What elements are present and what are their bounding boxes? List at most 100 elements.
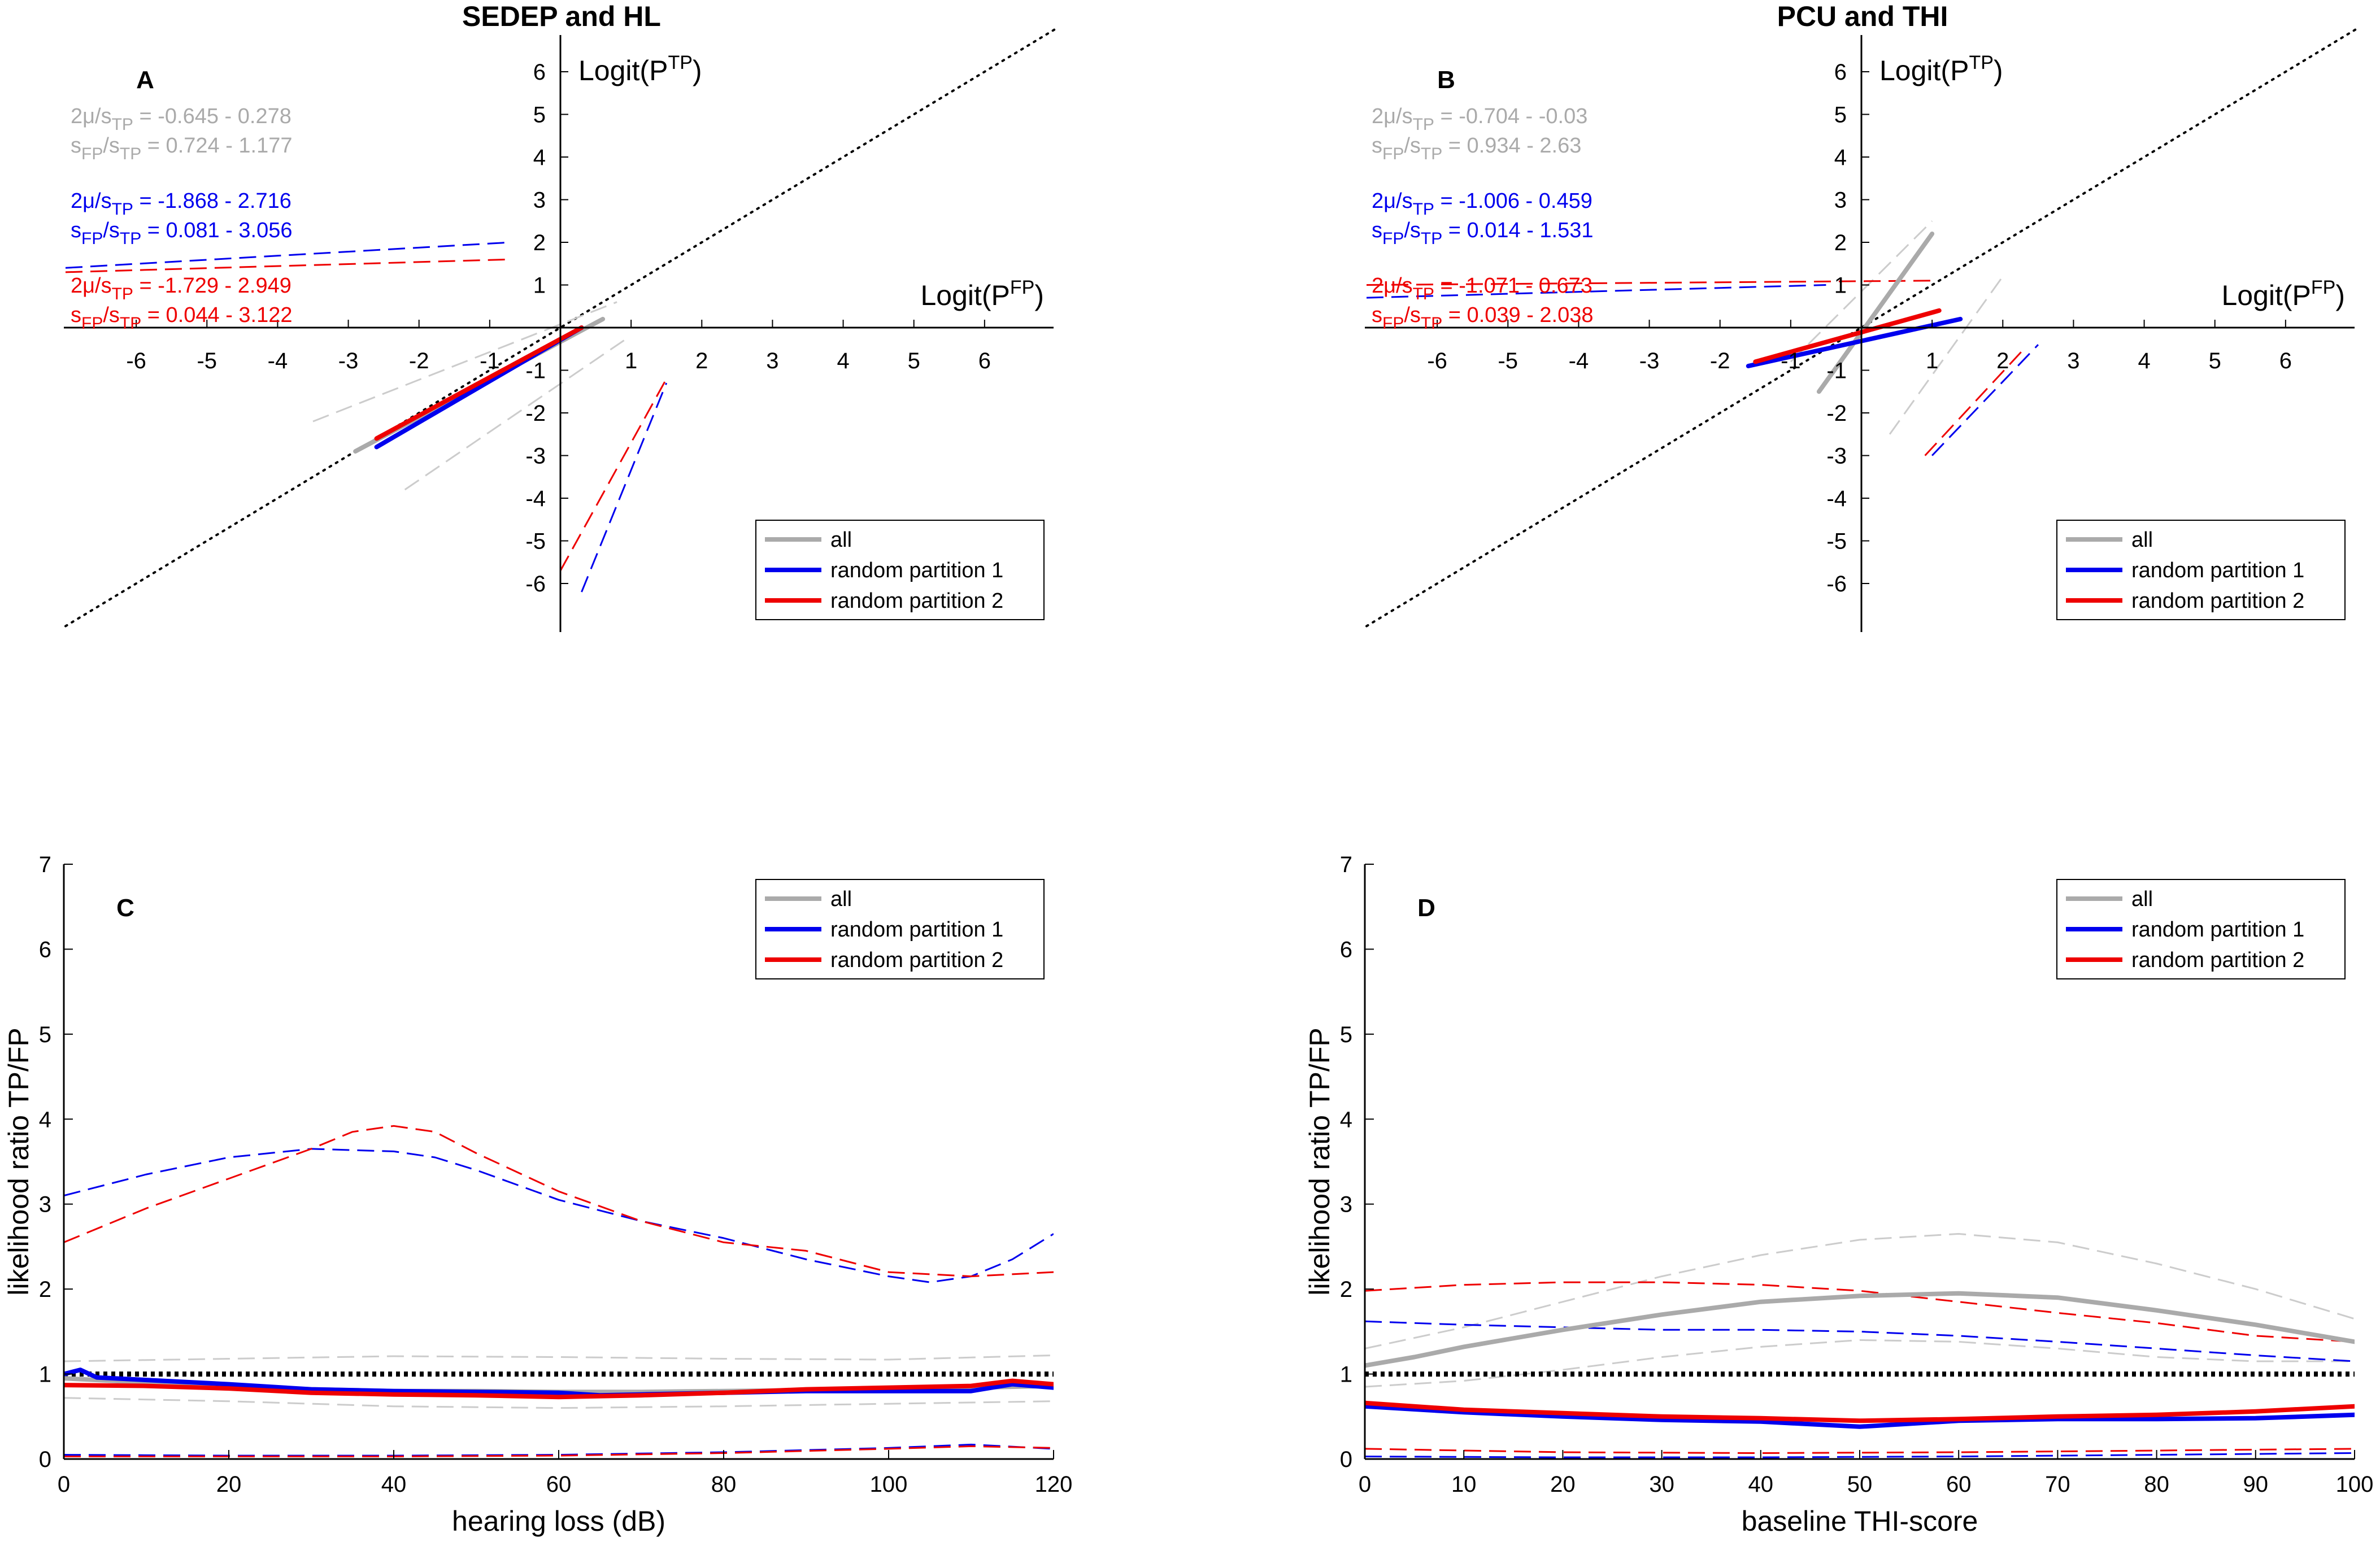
panel-d-series-5 (1365, 1452, 2355, 1458)
panel-c-y-tick-label-5: 5 (39, 1022, 51, 1047)
panel-d-series-1 (1365, 1233, 2355, 1349)
panel-a-y-tick-label-8: 3 (533, 188, 546, 213)
panel-d-x-tick-label-10: 100 (2336, 1472, 2374, 1497)
panel-b-x-tick-label-1: -5 (1498, 349, 1518, 373)
panel-a-x-tick-label-1: -5 (197, 349, 217, 373)
panel-b-y-tick-label-2: -4 (1826, 486, 1847, 511)
panel-d-series-group (1365, 1233, 2355, 1458)
panel-d-series-2 (1365, 1339, 2355, 1388)
panel-c-series-9 (64, 1378, 1054, 1400)
panel-a-series-0 (64, 28, 1056, 628)
panel-d-x-tick-label-7: 70 (2045, 1472, 2070, 1497)
panel-b-legend-label-2: random partition 2 (2131, 589, 2304, 613)
panel-c-x-tick-label-2: 40 (381, 1472, 407, 1497)
panel-d: 0 10 20 30 40 50 60 70 80 90 100 0 1 2 3 4 5 6 7 baseline T… (1304, 852, 2373, 1537)
panel-c-x-tick-label-6: 120 (1035, 1472, 1073, 1497)
panel-b-y-tick-label-3: -3 (1826, 444, 1847, 469)
panel-a-annotation-5: sFP/sTP = 0.044 - 3.122 (71, 303, 293, 333)
panel-b-x-axis-label: Logit(PFP) (2221, 277, 2345, 311)
panel-a-y-tick-label-4: -2 (525, 401, 546, 426)
panel-a-x-tick-label-2: -4 (268, 349, 288, 373)
panel-a-legend-label-2: random partition 2 (830, 589, 1003, 613)
panel-c-legend-label-2: random partition 2 (830, 948, 1003, 972)
panel-b-y-tick-label-1: -5 (1826, 529, 1847, 554)
panel-c-series-1 (64, 1355, 1054, 1362)
panel-c-x-tick-label-1: 20 (216, 1472, 242, 1497)
panel-b: PCU and THI B -6 -5 -4 -3 -2 -1 1 2 3 4 5 6 -6 -5 -4 -3 -2… (1365, 1, 2357, 632)
panel-c-y-tick-label-7: 7 (39, 852, 51, 877)
panel-a-x-tick-label-8: 3 (766, 349, 778, 373)
panel-a-annotation-0: 2μ/sTP = -0.645 - 0.278 (71, 104, 291, 134)
panel-a-annotation-4: 2μ/sTP = -1.729 - 2.949 (71, 274, 291, 303)
panel-c-y-axis-label: likelihood ratio TP/FP (3, 1027, 34, 1295)
panel-a-annotation-3: sFP/sTP = 0.081 - 3.056 (71, 219, 293, 248)
panel-b-y-tick-label-8: 3 (1834, 188, 1847, 213)
panel-d-y-tick-label-4: 4 (1340, 1107, 1352, 1132)
panel-d-y-tick-label-2: 2 (1340, 1277, 1352, 1302)
panel-d-x-tick-label-6: 60 (1946, 1472, 1972, 1497)
panel-c-x-tick-label-5: 100 (870, 1472, 908, 1497)
panel-b-x-tick-label-10: 5 (2209, 349, 2221, 373)
panel-c-x-tick-label-3: 60 (546, 1472, 572, 1497)
panel-b-y-axis-label: Logit(PTP) (1879, 52, 2003, 86)
panel-d-y-tick-label-3: 3 (1340, 1192, 1352, 1217)
panel-b-annotation-2: 2μ/sTP = -1.006 - 0.459 (1372, 189, 1593, 219)
panel-c-series-6 (64, 1445, 1054, 1457)
panel-a-y-axis-label: Logit(PTP) (578, 52, 702, 86)
panel-d-x-tick-label-8: 80 (2144, 1472, 2169, 1497)
panel-c-x-axis-label: hearing loss (dB) (452, 1505, 665, 1537)
panel-b-panel-letter: B (1437, 66, 1455, 94)
panel-d-plot-area (1365, 1233, 2355, 1458)
panel-b-x-tick-label-9: 4 (2138, 349, 2150, 373)
panel-c-y-tick-label-0: 0 (39, 1447, 51, 1472)
panel-c-series-2 (64, 1397, 1054, 1409)
panel-d-series-8 (1365, 1404, 2355, 1429)
panel-b-x-tick-label-5: -1 (1781, 349, 1801, 373)
panel-c-series-8 (64, 1368, 1054, 1398)
panel-c-x-tick-label-4: 80 (711, 1472, 737, 1497)
panel-a-legend-label-0: all (830, 528, 852, 552)
panel-c-legend-label-1: random partition 1 (830, 918, 1003, 942)
panel-b-y-tick-label-0: -6 (1826, 572, 1847, 596)
panel-a-y-tick-label-10: 5 (533, 103, 546, 128)
panel-b-annotation-5: sFP/sTP = 0.039 - 2.038 (1372, 303, 1594, 333)
panel-d-series-3 (1365, 1320, 2355, 1362)
panel-d-legend-label-2: random partition 2 (2131, 948, 2304, 972)
panel-b-title: PCU and THI (1777, 1, 1948, 32)
panel-c-y-tick-label-3: 3 (39, 1192, 51, 1217)
panel-a-title: SEDEP and HL (462, 1, 661, 32)
panel-d-x-tick-label-3: 30 (1649, 1472, 1674, 1497)
panel-a-series-4 (312, 301, 617, 423)
panel-d-y-tick-label-5: 5 (1340, 1022, 1352, 1047)
panel-b-y-tick-label-11: 6 (1834, 60, 1847, 85)
panel-a-x-tick-label-10: 5 (908, 349, 920, 373)
panel-a-panel-letter: A (136, 66, 154, 94)
panel-a-y-tick-label-2: -4 (525, 486, 546, 511)
panel-d-x-tick-label-5: 50 (1847, 1472, 1873, 1497)
panel-b-y-tick-label-5: -1 (1826, 359, 1847, 384)
panel-a-x-tick-label-5: -1 (480, 349, 500, 373)
panel-b-x-tick-label-6: 1 (1926, 349, 1938, 373)
panel-d-x-tick-label-0: 0 (1359, 1472, 1371, 1497)
panel-d-x-tick-label-9: 90 (2243, 1472, 2269, 1497)
panel-a-series-9 (559, 378, 668, 572)
panel-b-series-0 (1365, 28, 2357, 628)
panel-d-series-6 (1365, 1448, 2355, 1454)
panel-c: 0 20 40 60 80 100 120 0 1 2 3 4 5 6 7 hearing loss (dB)… (3, 852, 1072, 1537)
panel-a-y-tick-label-1: -5 (525, 529, 546, 554)
panel-a-series-8 (65, 258, 511, 273)
panel-d-y-tick-label-7: 7 (1340, 852, 1352, 877)
panel-a-annotation-2: 2μ/sTP = -1.868 - 2.716 (71, 189, 291, 219)
panel-d-panel-letter: D (1417, 894, 1435, 922)
panel-b-series-6 (1366, 284, 1826, 299)
panel-a-x-tick-label-7: 2 (695, 349, 708, 373)
panel-c-series-3 (64, 1148, 1054, 1283)
panel-d-y-tick-label-1: 1 (1340, 1362, 1352, 1387)
panel-d-y-tick-label-0: 0 (1340, 1447, 1352, 1472)
panel-c-legend-label-0: all (830, 887, 852, 911)
panel-c-series-group (64, 1125, 1054, 1457)
panel-b-x-tick-label-3: -3 (1639, 349, 1660, 373)
panel-d-series-4 (1365, 1281, 2355, 1343)
panel-a-legend-label-1: random partition 1 (830, 559, 1003, 582)
